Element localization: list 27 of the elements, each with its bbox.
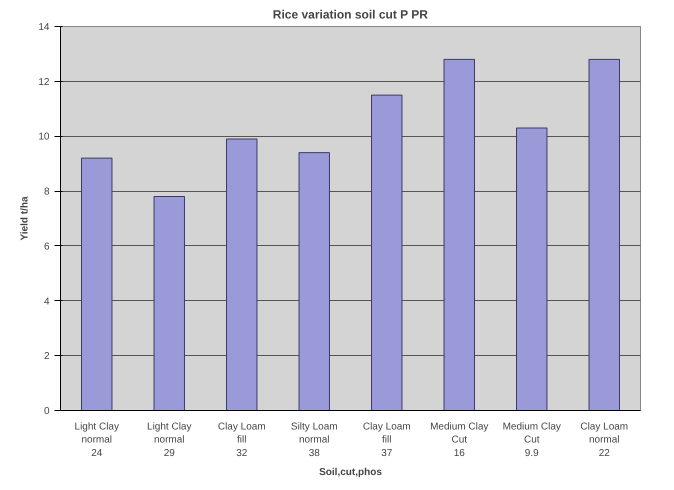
bar	[516, 127, 548, 410]
x-axis-title: Soil,cut,phos	[319, 466, 382, 478]
y-axis-title: Yield t/ha	[19, 196, 30, 241]
bar	[588, 58, 620, 410]
x-tick-label: Clay Loam fill 32	[218, 422, 266, 459]
x-tick-label: Medium Clay Cut 9.9	[502, 422, 561, 459]
x-tick-label: Medium Clay Cut 16	[430, 422, 488, 459]
x-tick-label: Light Clay normal 24	[74, 422, 119, 459]
y-tick-label: 4	[44, 296, 50, 308]
bar	[154, 196, 185, 410]
y-tick-label: 6	[44, 241, 50, 252]
y-tick-label: 12	[38, 76, 50, 88]
x-tick-label: Clay Loam normal 22	[580, 422, 628, 459]
bar	[81, 158, 112, 410]
bar	[298, 152, 330, 410]
x-tick-label: Clay Loam fill 37	[362, 422, 411, 459]
bar	[371, 94, 402, 410]
x-tick-label: Light Clay normal 29	[147, 422, 192, 459]
bar	[444, 58, 475, 410]
y-tick-label: 0	[44, 406, 50, 417]
y-tick-label: 8	[44, 186, 50, 198]
bar	[226, 138, 258, 410]
chart-title: Rice variation soil cut P PR	[272, 8, 428, 22]
y-tick-label: 10	[38, 132, 50, 143]
y-tick-label: 14	[38, 22, 50, 33]
x-tick-label: Silty Loam normal 38	[290, 422, 338, 459]
y-tick-label: 2	[44, 351, 50, 362]
